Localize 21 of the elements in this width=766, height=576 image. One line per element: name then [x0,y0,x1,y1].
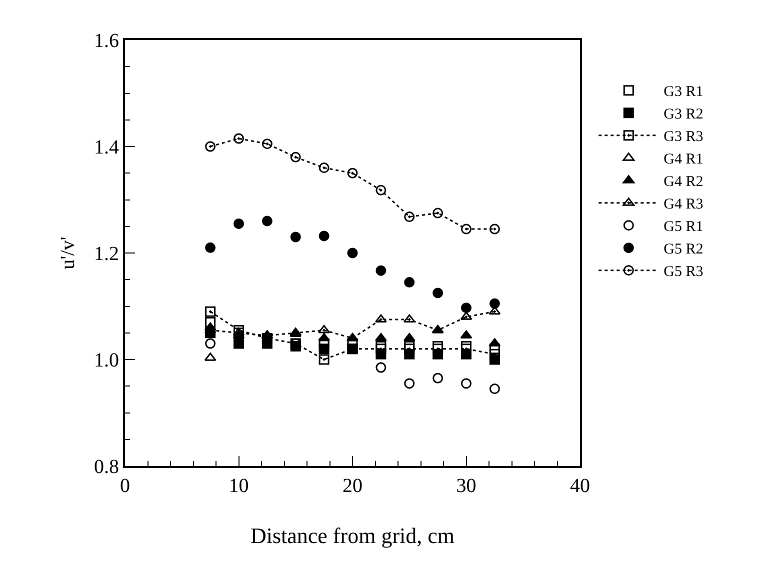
legend-label: G4 R3 [664,196,704,213]
y-tick-label: 1.0 [94,350,119,372]
legend-label: G5 R1 [664,219,704,236]
legend-label: G3 R1 [664,84,704,100]
x-tick-label: 10 [228,475,249,497]
legend-label: G3 R2 [664,106,704,123]
legend-label: G5 R2 [664,242,704,258]
y-axis-title: u'/v' [57,236,79,270]
legend-label: G5 R3 [664,264,704,280]
y-tick-label: 1.6 [94,30,119,52]
x-tick-label: 40 [570,475,590,497]
legend-label: G4 R2 [664,174,704,190]
y-tick-label: 1.4 [94,136,119,158]
x-tick-label: 0 [120,475,130,497]
y-tick-label: 1.2 [94,243,119,265]
legend-label: G4 R1 [664,152,704,168]
x-tick-label: 30 [456,475,476,497]
y-tick-label: 0.8 [94,456,119,478]
x-axis-title: Distance from grid, cm [250,523,455,548]
x-tick-label: 20 [342,475,362,497]
legend-label: G3 R3 [664,129,704,146]
